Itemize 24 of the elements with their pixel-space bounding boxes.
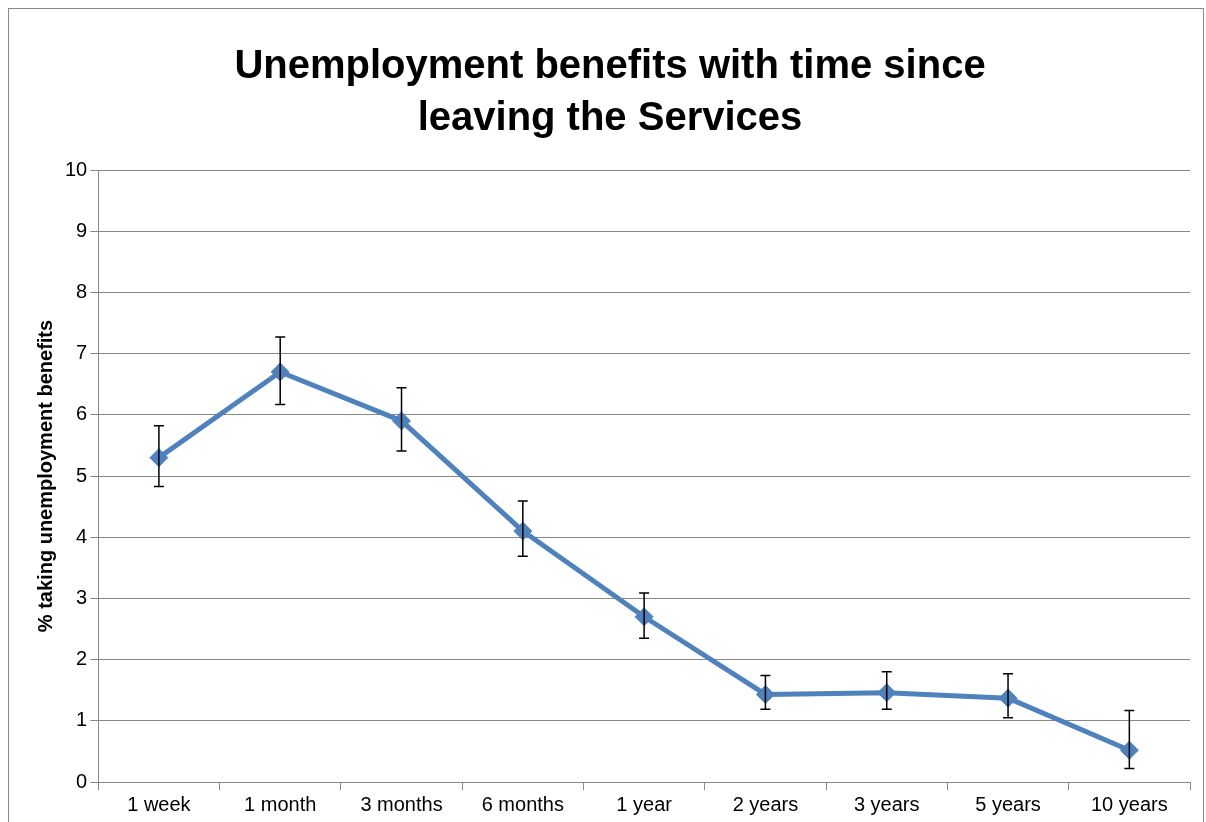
- y-tick-label: 0: [76, 769, 88, 792]
- x-tick-label: 6 months: [481, 792, 564, 815]
- y-tick-label: 1: [76, 708, 88, 731]
- y-axis-title: % taking unemployment benefits: [33, 319, 56, 633]
- y-tick-label: 9: [76, 218, 88, 241]
- y-tick-label: 3: [76, 585, 88, 608]
- x-tick-label: 1 month: [244, 792, 317, 815]
- y-tick-label: 2: [76, 647, 88, 670]
- y-tick-label: 6: [76, 402, 88, 425]
- x-tick-label: 5 years: [975, 792, 1041, 815]
- y-tick-label: 5: [76, 463, 88, 486]
- x-tick-label: 1 year: [616, 792, 673, 815]
- point: [755, 684, 775, 704]
- point: [1119, 740, 1139, 760]
- y-tick-label: 10: [65, 157, 88, 180]
- chart-title: Unemployment benefits with time since leaving the Services: [233, 41, 987, 140]
- x-tick-label: 3 months: [360, 792, 443, 815]
- y-tick-label: 8: [76, 279, 88, 302]
- x-tick-label: 3 years: [853, 792, 920, 815]
- y-tick-label: 4: [76, 524, 88, 547]
- x-tick-label: 10 years: [1090, 792, 1168, 815]
- y-tick-label: 7: [76, 341, 88, 364]
- x-tick-label: 2 years: [732, 792, 799, 815]
- x-tick-label: 1 week: [127, 792, 192, 815]
